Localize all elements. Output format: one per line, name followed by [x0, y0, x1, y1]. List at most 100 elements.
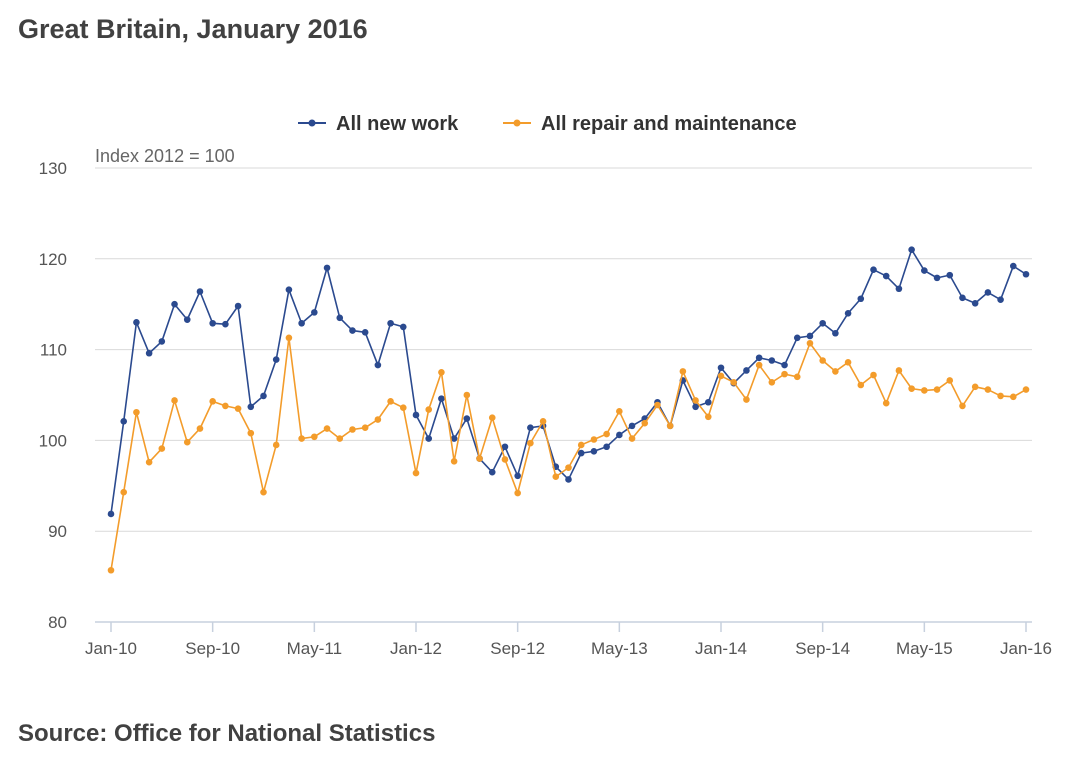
data-point-s0-0: [107, 510, 115, 518]
data-point-s0-12: [260, 392, 267, 400]
x-tick-label-May-13: May-13: [591, 639, 648, 658]
data-point-s0-27: [450, 435, 458, 442]
data-point-s1-53: [781, 370, 788, 378]
data-point-s0-62: [895, 285, 903, 293]
y-tick-label-110: 110: [40, 341, 67, 360]
data-point-s1-1: [120, 488, 128, 496]
data-point-s0-72: [1022, 270, 1030, 278]
data-point-s1-62: [895, 367, 903, 374]
data-point-s1-41: [628, 435, 636, 442]
data-point-s0-33: [527, 424, 534, 431]
data-point-s0-54: [793, 334, 801, 342]
data-point-s0-38: [590, 448, 598, 455]
data-point-s1-5: [171, 397, 178, 404]
data-point-s1-44: [666, 422, 674, 430]
data-point-s1-69: [984, 386, 992, 393]
data-point-s1-37: [577, 441, 585, 449]
data-point-s0-10: [234, 302, 242, 310]
data-point-s0-7: [196, 288, 204, 295]
data-point-s1-32: [514, 489, 521, 497]
data-point-s0-5: [171, 300, 178, 308]
data-point-s1-43: [654, 401, 661, 409]
x-tick-label-May-15: May-15: [896, 639, 953, 658]
data-point-s1-30: [488, 414, 496, 422]
data-point-s1-34: [539, 418, 547, 425]
data-point-s0-52: [768, 357, 776, 364]
data-point-s0-24: [412, 411, 420, 419]
y-tick-label-90: 90: [48, 522, 67, 541]
data-point-s0-16: [311, 309, 318, 316]
data-point-s0-13: [272, 356, 280, 363]
data-point-s1-2: [133, 408, 140, 416]
y-tick-label-100: 100: [39, 431, 67, 450]
data-point-s1-22: [387, 398, 394, 405]
data-point-s1-33: [527, 439, 534, 447]
data-point-s1-36: [565, 464, 572, 471]
x-tick-label-May-11: May-11: [287, 639, 342, 658]
data-point-s0-63: [908, 246, 915, 254]
data-point-s1-7: [196, 425, 204, 432]
data-point-s1-8: [209, 398, 216, 405]
legend-label-new-work: All new work: [336, 113, 459, 135]
y-axis-unit-label: Index 2012 = 100: [95, 146, 235, 166]
data-point-s0-53: [781, 361, 788, 369]
data-point-s1-66: [946, 377, 954, 384]
data-point-s0-47: [704, 398, 712, 406]
data-point-s1-31: [501, 456, 509, 463]
data-point-s1-61: [882, 399, 890, 407]
data-point-s1-70: [997, 392, 1004, 400]
data-point-s1-57: [832, 368, 839, 375]
data-point-s1-13: [272, 441, 280, 449]
data-point-s1-27: [450, 457, 458, 465]
data-point-s0-58: [844, 309, 852, 317]
x-tick-label-Sep-10: Sep-10: [185, 639, 240, 658]
data-point-s0-23: [399, 323, 407, 331]
data-point-s0-1: [120, 418, 128, 425]
data-point-s0-17: [323, 264, 331, 272]
data-point-s1-64: [921, 387, 928, 394]
legend: All new work All repair and maintenance: [298, 113, 797, 135]
data-point-s0-67: [959, 294, 966, 302]
x-tick-label-Jan-10: Jan-10: [85, 639, 137, 658]
data-point-s0-48: [717, 364, 725, 372]
legend-item-new-work[interactable]: All new work: [298, 113, 459, 135]
x-tick-label-Sep-14: Sep-14: [795, 639, 850, 658]
data-point-s0-30: [488, 468, 496, 476]
data-point-s0-19: [349, 327, 356, 334]
data-point-s0-39: [603, 443, 610, 451]
data-point-s1-46: [692, 397, 699, 404]
data-point-s0-64: [921, 267, 928, 274]
data-point-s1-29: [476, 455, 483, 462]
data-point-s0-66: [946, 271, 954, 279]
data-point-s0-50: [743, 367, 750, 374]
data-point-s1-3: [145, 458, 153, 466]
data-point-s1-54: [793, 373, 801, 381]
y-tick-label-130: 130: [39, 159, 67, 178]
data-point-s1-48: [717, 372, 725, 380]
data-point-s0-8: [209, 319, 216, 327]
data-point-s0-28: [463, 415, 471, 422]
data-point-s1-55: [806, 339, 814, 347]
legend-item-repair-maintenance[interactable]: All repair and maintenance: [503, 113, 797, 135]
data-point-s1-59: [857, 381, 865, 389]
data-point-s1-58: [844, 359, 852, 366]
data-point-s1-19: [349, 426, 356, 433]
data-point-s1-71: [1009, 393, 1017, 401]
data-point-s1-67: [959, 402, 966, 410]
data-point-s0-15: [298, 319, 305, 327]
y-axis: 80 90 100 110 120 130: [39, 159, 67, 632]
data-point-s0-71: [1009, 262, 1017, 270]
data-point-s0-20: [361, 329, 369, 336]
data-point-s1-15: [298, 435, 305, 442]
data-point-s1-25: [425, 406, 433, 413]
data-point-s1-12: [260, 488, 267, 496]
data-point-s1-26: [438, 369, 445, 376]
series-line-0: [110, 248, 1027, 515]
data-point-s1-47: [704, 413, 712, 421]
x-tick-label-Jan-14: Jan-14: [695, 639, 747, 658]
data-point-s1-11: [247, 429, 255, 437]
data-point-s1-4: [158, 445, 166, 452]
data-point-s0-32: [514, 472, 521, 480]
data-point-s1-60: [870, 371, 877, 379]
data-point-s1-21: [374, 416, 382, 423]
